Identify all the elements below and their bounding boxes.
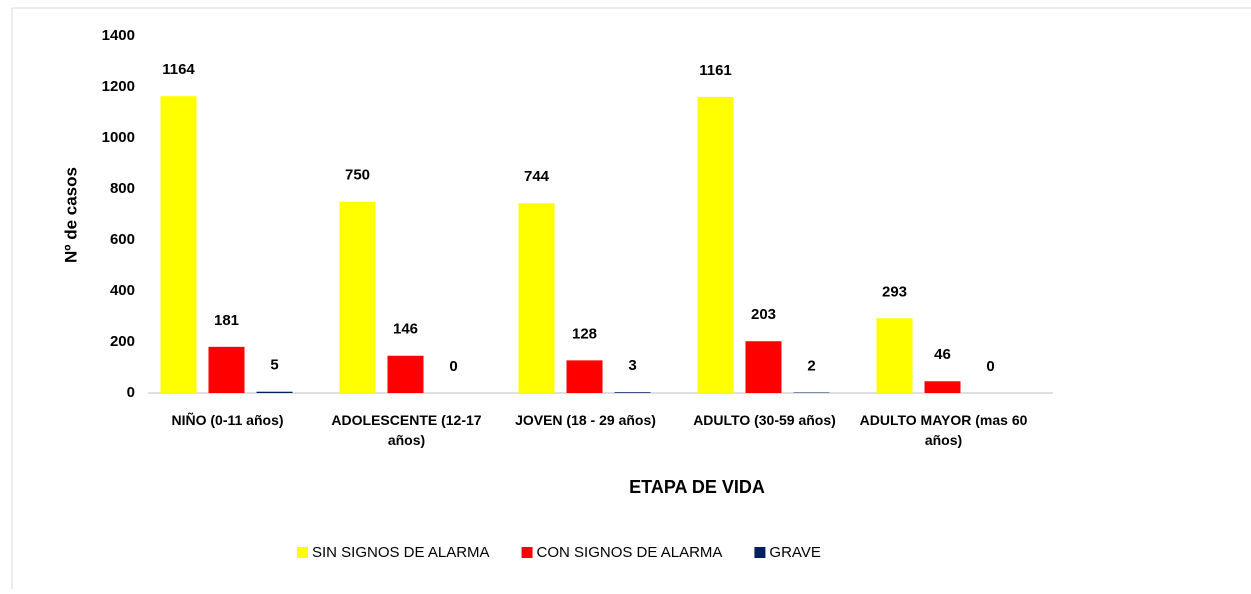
value-label: 1164 xyxy=(162,61,195,78)
x-tick-label: NIÑO (0-11 años) xyxy=(171,412,284,428)
y-tick-label: 200 xyxy=(110,333,135,350)
x-tick-label: ADULTO MAYOR (mas 60 años) xyxy=(859,412,1028,448)
x-tick-label: JOVEN (18 - 29 años) xyxy=(515,412,656,428)
bar xyxy=(614,392,651,393)
x-tick-label: ADULTO (30-59 años) xyxy=(693,412,836,428)
bar xyxy=(518,203,555,393)
bar xyxy=(876,318,913,393)
y-tick-label: 800 xyxy=(110,180,135,197)
legend-label: CON SIGNOS DE ALARMA xyxy=(537,544,723,561)
bar xyxy=(387,355,424,393)
value-label: 2 xyxy=(807,357,815,374)
value-label: 1161 xyxy=(699,62,732,79)
y-tick-label: 400 xyxy=(110,282,135,299)
value-label: 744 xyxy=(524,168,550,185)
legend-label: SIN SIGNOS DE ALARMA xyxy=(312,544,490,561)
bar xyxy=(697,96,734,393)
value-label: 181 xyxy=(214,312,239,329)
value-label: 5 xyxy=(270,357,278,374)
y-tick-label: 1400 xyxy=(102,27,135,44)
bar xyxy=(160,96,197,394)
value-label: 750 xyxy=(345,167,370,184)
legend-swatch xyxy=(297,547,308,558)
value-label: 46 xyxy=(934,346,951,363)
bar xyxy=(793,392,830,393)
y-axis-title: Nº de casos xyxy=(61,167,80,263)
y-tick-label: 1200 xyxy=(102,78,135,95)
y-tick-label: 0 xyxy=(127,384,135,401)
value-label: 203 xyxy=(751,306,776,323)
value-label: 0 xyxy=(449,358,457,375)
chart-border xyxy=(11,7,1251,594)
bar xyxy=(924,381,961,393)
legend-swatch xyxy=(754,547,766,558)
value-label: 293 xyxy=(882,283,907,300)
y-tick-label: 1000 xyxy=(102,129,135,146)
bar xyxy=(566,360,603,393)
legend-swatch xyxy=(521,547,533,558)
value-label: 146 xyxy=(393,321,418,338)
legend-label: GRAVE xyxy=(769,544,820,561)
value-label: 128 xyxy=(572,325,597,342)
y-tick-label: 600 xyxy=(110,231,135,248)
x-axis-title: ETAPA DE VIDA xyxy=(629,477,765,497)
x-tick-label: ADOLESCENTE (12-17 años) xyxy=(331,412,482,448)
bar xyxy=(339,201,376,393)
bar xyxy=(208,346,245,393)
bar xyxy=(745,341,782,393)
bar xyxy=(256,391,293,393)
value-label: 0 xyxy=(986,358,994,375)
value-label: 3 xyxy=(628,357,636,374)
